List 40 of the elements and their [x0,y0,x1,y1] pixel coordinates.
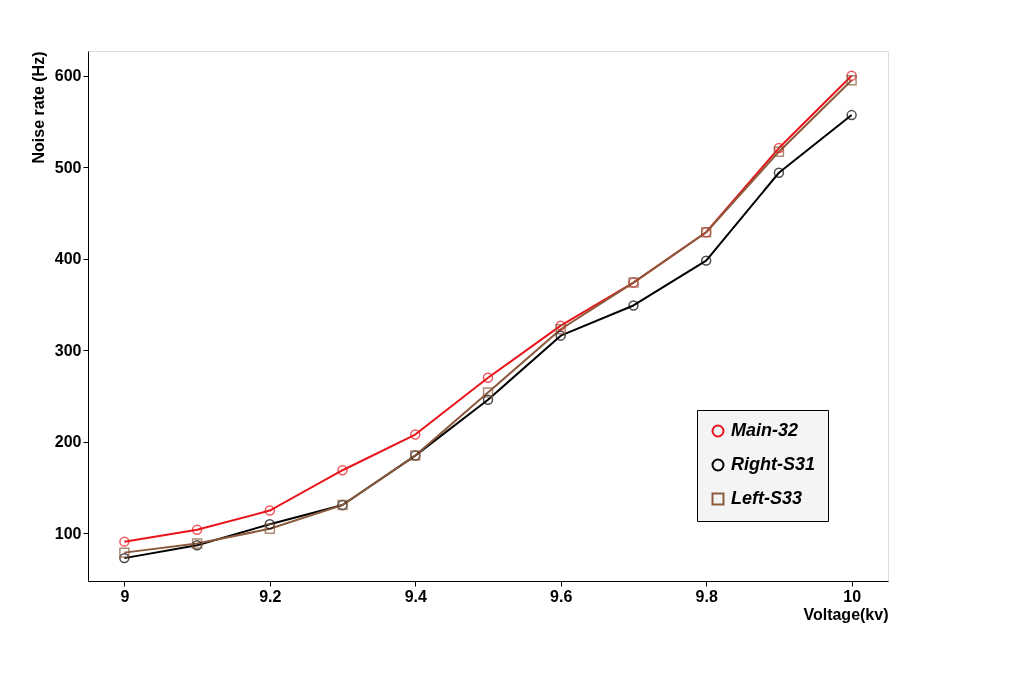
x-tick-label: 10 [843,587,862,605]
y-tick-label: 400 [54,250,82,268]
legend-label: Right-S31 [731,454,816,474]
x-tick-label: 9.4 [404,587,427,605]
x-tick-label: 9.6 [550,587,573,605]
point [773,167,785,178]
point [337,465,348,476]
point [555,320,566,331]
point [700,255,712,266]
y-tick-label: 600 [54,67,82,85]
point [628,300,639,311]
y-tick-label: 100 [54,524,82,542]
point [555,330,566,341]
point [119,536,130,547]
y-axis-title: Noise rate (Hz) [29,51,47,164]
point [482,394,494,405]
point [555,324,566,335]
point [191,524,203,535]
point [482,372,494,383]
legend-label: Main-32 [731,420,799,440]
x-tick-label: 9 [120,587,130,605]
point [846,75,857,86]
point [773,142,785,154]
x-axis-title: Voltage(kv) [803,605,889,623]
point [846,70,857,81]
legend-label: Left-S33 [731,488,803,508]
point [119,552,130,564]
y-tick-label: 300 [54,341,82,359]
y-tick-label: 200 [54,433,82,451]
point [264,505,276,516]
y-tick-label: 500 [54,158,82,176]
x-tick-label: 9.2 [259,587,282,605]
point [482,387,494,398]
point [264,519,276,530]
point [773,146,785,157]
point [410,429,421,440]
x-tick-label: 9.8 [695,587,718,605]
point [846,109,857,121]
point [119,547,130,558]
point [264,523,276,535]
